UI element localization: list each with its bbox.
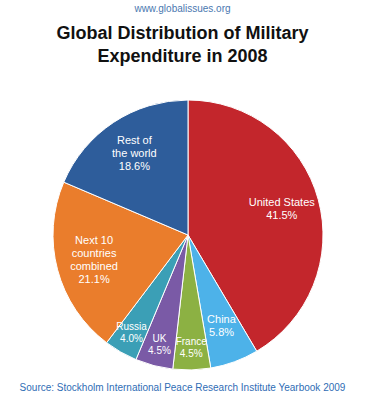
- svg-text:Rest ofthe world18.6%: Rest ofthe world18.6%: [112, 134, 157, 172]
- html-text:Source: Stockholm Internationa: Source: Stockholm International Peace Re…: [19, 382, 346, 393]
- html-text:Global Distribution of Militar: Global Distribution of Military Expendit…: [56, 23, 309, 66]
- svg-text:France4.5%: France4.5%: [176, 336, 208, 359]
- html-text:www.globalissues.org: www.globalissues.org: [134, 3, 231, 14]
- svg-text:China5.8%: China5.8%: [207, 313, 237, 338]
- svg-text:United States41.5%: United States41.5%: [249, 196, 316, 221]
- svg-text:UK4.5%: UK4.5%: [148, 332, 171, 355]
- svg-text:Russia4.0%: Russia4.0%: [116, 321, 147, 344]
- svg-text:Next 10countriescombined21.1%: Next 10countriescombined21.1%: [70, 233, 118, 284]
